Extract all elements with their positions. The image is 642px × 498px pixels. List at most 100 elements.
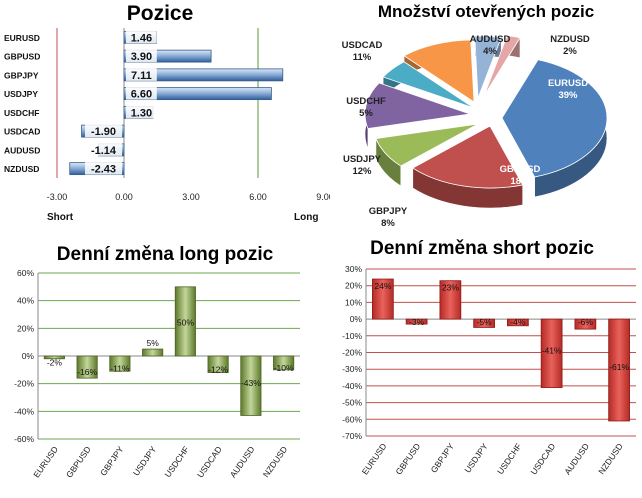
pie-slice-label: EURUSD <box>548 78 588 89</box>
x-category-label: USDCAD <box>195 444 224 479</box>
value-label: -1.14 <box>91 145 117 157</box>
bar-value-label: 5% <box>146 338 159 348</box>
short-change-bar <box>372 278 394 320</box>
bar-value-label: -11% <box>110 364 130 374</box>
short-change-bar <box>540 318 563 388</box>
long-change-bar <box>207 355 229 374</box>
pie-slice-label: GBPJPY <box>369 206 408 217</box>
category-label: AUDUSD <box>4 145 40 155</box>
x-category-label: USDCAD <box>528 441 557 476</box>
pie-slice <box>474 35 502 99</box>
y-tick-label: 20% <box>345 281 362 291</box>
category-label: USDCAD <box>4 127 40 137</box>
value-label-bg <box>126 67 157 81</box>
bar-value-label: -61% <box>609 362 629 372</box>
value-label-bg <box>126 49 157 63</box>
value-label: 3.90 <box>131 51 152 63</box>
y-tick-label: -60% <box>342 414 362 424</box>
short-change-bar <box>473 318 495 328</box>
bar-value-label: -43% <box>241 378 261 388</box>
pie-chart-title: Množství otevřených pozic <box>377 2 595 21</box>
value-label-bg <box>126 105 157 119</box>
value-label: 7.11 <box>131 70 152 82</box>
long-change-chart: -60% -40% -20% 0% 20% 40% 60% -2% EURUSD -16% GBPU… <box>14 268 300 480</box>
bar-value-label: -10% <box>274 363 294 373</box>
pie-slice-percent: 2% <box>563 46 577 57</box>
value-label-bg <box>85 142 122 156</box>
long-change-bar <box>43 355 65 360</box>
x-category-label: USDJPY <box>462 441 490 474</box>
x-category-label: GBPUSD <box>393 441 422 476</box>
long-change-bar <box>76 355 98 379</box>
short-change-chart: -70% -60% -50% -40% -30% -20% -10% 0% 10% 20% 30% 2… <box>342 264 636 477</box>
y-tick-label: -50% <box>342 398 362 408</box>
bar-value-label: -16% <box>77 367 97 377</box>
long-change-bar <box>109 355 131 372</box>
bar-value-label: -6% <box>578 317 594 327</box>
pie-slice-label: AUDUSD <box>470 34 511 45</box>
short-change-bar <box>574 318 597 330</box>
x-category-label: USDCHF <box>163 444 192 479</box>
bar-value-label: -3% <box>409 317 425 327</box>
y-tick-label: -40% <box>342 381 362 391</box>
y-tick-label: -30% <box>342 364 362 374</box>
x-tick-label: 6.00 <box>249 192 267 202</box>
x-category-label: GBPUSD <box>64 444 93 479</box>
y-tick-label: 30% <box>345 264 362 274</box>
y-tick-label: -40% <box>14 406 34 416</box>
pie-slice <box>412 125 524 189</box>
bar-value-label: -2% <box>47 357 63 367</box>
value-label: -1.90 <box>91 126 116 138</box>
y-tick-label: 20% <box>17 323 34 333</box>
category-label: USDCHF <box>4 108 39 118</box>
pie-slice <box>501 59 608 178</box>
pie-slice-label: USDCAD <box>342 40 383 51</box>
position-bar <box>123 87 272 101</box>
bar-value-label: -12% <box>208 364 228 374</box>
pie-slice <box>364 82 471 130</box>
pie-slice-percent: 18% <box>510 176 530 187</box>
long-axis-label: Long <box>294 212 318 223</box>
x-tick-label: 9.00 <box>316 192 330 202</box>
value-label: 1.30 <box>131 107 152 119</box>
x-category-label: USDJPY <box>131 444 159 477</box>
pie-slice-label: USDCHF <box>346 96 386 107</box>
pie-slice <box>403 39 475 103</box>
category-label: NZDUSD <box>4 164 39 174</box>
positions-chart-title: Pozice <box>126 2 194 25</box>
value-label-bg <box>126 30 157 44</box>
value-label: 1.46 <box>131 32 152 44</box>
x-category-label: NZDUSD <box>261 444 290 479</box>
bar-value-label: 50% <box>177 317 194 327</box>
short-change-bar <box>608 318 630 422</box>
y-tick-label: -60% <box>14 434 34 444</box>
long-change-bar <box>142 348 164 357</box>
x-tick-label: 3.00 <box>182 192 200 202</box>
y-tick-label: 10% <box>345 297 362 307</box>
value-label-bg <box>85 124 122 138</box>
pie-slice <box>483 35 521 97</box>
bar-value-label: 23% <box>442 283 459 293</box>
value-label: -2.43 <box>91 164 116 176</box>
y-tick-label: -10% <box>342 331 362 341</box>
y-tick-label: -20% <box>342 348 362 358</box>
bar-value-label: 24% <box>374 281 391 291</box>
pie-slice <box>382 61 475 109</box>
x-category-label: EURUSD <box>31 444 60 479</box>
pie-slice-percent: 8% <box>381 218 395 229</box>
pie-slice-percent: 4% <box>483 46 497 57</box>
y-tick-label: 60% <box>17 268 34 278</box>
bar-value-label: -4% <box>510 317 526 327</box>
long-change-chart-title: Denní změna long pozic <box>56 244 274 265</box>
x-category-label: AUDUSD <box>562 441 591 476</box>
pie-slice-label: GBPUSD <box>500 164 541 175</box>
short-axis-label: Short <box>47 212 74 223</box>
pie-slice-percent: 5% <box>359 108 373 119</box>
long-change-bar <box>273 355 295 371</box>
pie-slice-percent: 11% <box>353 52 372 63</box>
short-change-bar <box>439 280 462 320</box>
long-change-bar <box>174 286 196 357</box>
long-change-bar <box>240 355 262 416</box>
short-change-bar <box>405 318 428 325</box>
